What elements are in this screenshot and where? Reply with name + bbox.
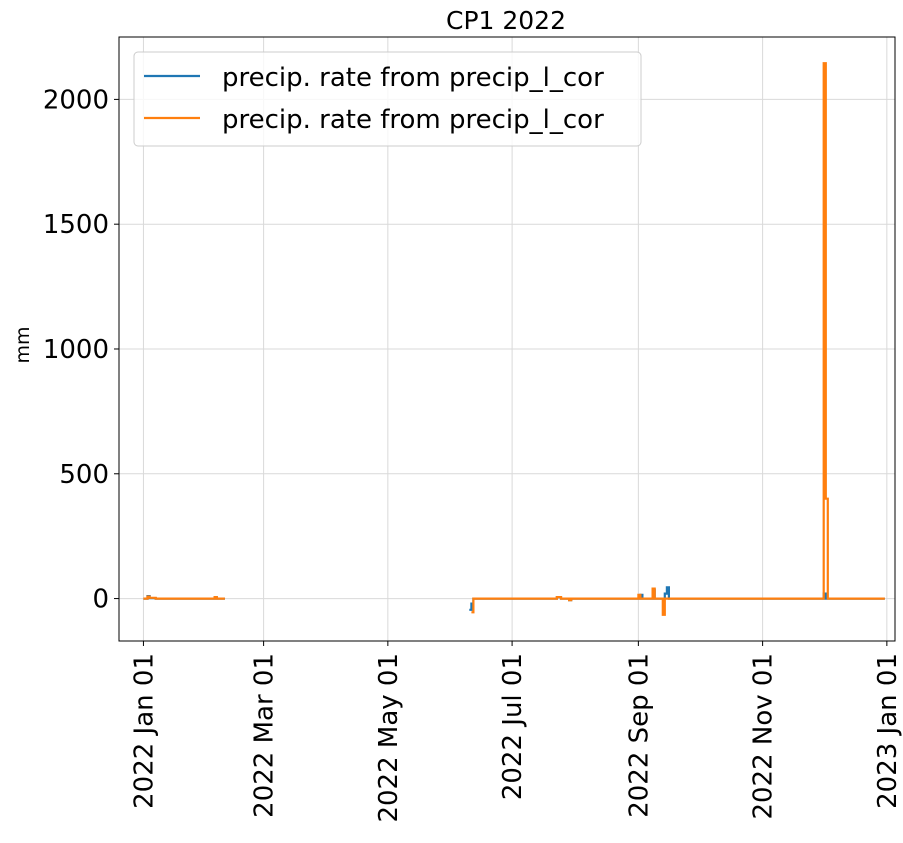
y-tick-label: 0: [92, 585, 109, 615]
chart-title: CP1 2022: [446, 6, 566, 35]
series-2-line: [143, 595, 225, 600]
y-tick-label: 1000: [43, 335, 109, 365]
x-tick-label: 2022 May 01: [374, 653, 404, 823]
x-tick-label: 2023 Jan 01: [873, 653, 903, 809]
y-axis-label: mm: [12, 326, 34, 363]
series-2-line: [471, 62, 885, 616]
plot-frame: [118, 36, 896, 642]
y-tick-label: 1500: [43, 210, 109, 240]
legend-box: [133, 51, 642, 147]
y-axis: 0 500 1000 1500 2000: [43, 85, 119, 615]
legend-label-series-1: precip. rate from precip_l_cor: [222, 63, 604, 93]
x-axis: 2022 Jan 01 2022 Mar 01 2022 May 01 2022 Ju…: [129, 641, 903, 823]
legend-label-series-2: precip. rate from precip_l_cor: [222, 105, 604, 135]
x-tick-label: 2022 Mar 01: [250, 653, 280, 818]
y-tick-label: 500: [59, 460, 109, 490]
x-tick-label: 2022 Jul 01: [498, 653, 528, 800]
series-lines: [143, 62, 885, 616]
x-tick-label: 2022 Jan 01: [129, 653, 159, 809]
legend: precip. rate from precip_l_cor precip. r…: [133, 51, 642, 147]
x-tick-label: 2022 Nov 01: [749, 653, 779, 820]
y-tick-label: 2000: [43, 85, 109, 115]
x-tick-label: 2022 Sep 01: [624, 653, 654, 818]
